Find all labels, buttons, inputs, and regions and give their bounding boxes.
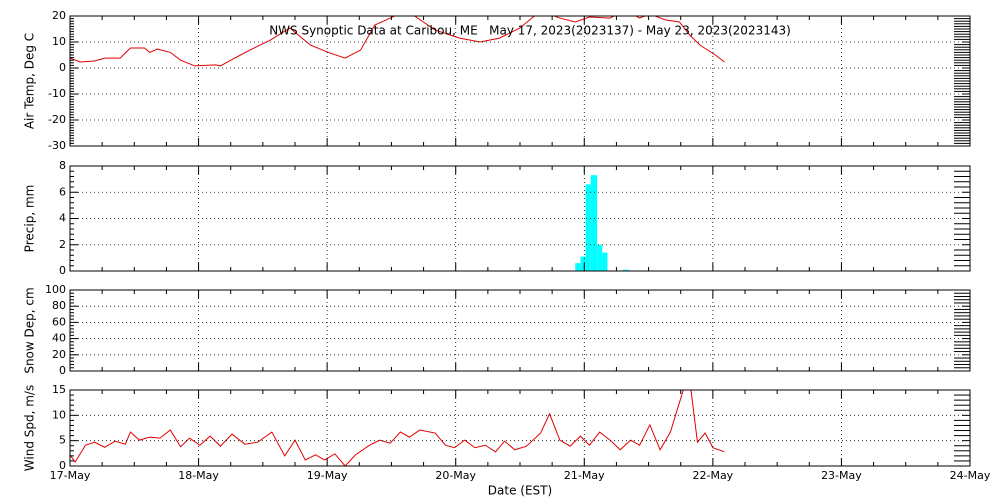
- y-tick-label: 8: [59, 159, 66, 172]
- y-axis-label: Air Temp, Deg C: [23, 33, 37, 129]
- plot-frame: [69, 15, 971, 147]
- bar: [602, 252, 608, 271]
- y-tick-label: 0: [59, 61, 66, 74]
- y-tick-label: 100: [45, 283, 66, 296]
- panel: [70, 16, 725, 67]
- y-axis-label: Wind Spd, m/s: [23, 385, 37, 471]
- bar: [585, 184, 591, 271]
- bar: [575, 263, 581, 271]
- x-tick-label: 23-May: [821, 469, 862, 482]
- y-tick-label: 0: [59, 459, 66, 472]
- y-tick-label: 4: [59, 212, 66, 225]
- y-tick-label: -30: [48, 139, 66, 152]
- y-tick-label: 10: [52, 35, 66, 48]
- y-tick-label: 80: [52, 299, 66, 312]
- panel: [575, 175, 630, 271]
- y-tick-label: 60: [52, 315, 66, 328]
- x-tick-label: 22-May: [692, 469, 733, 482]
- y-axis-label: Snow Dep, cm: [23, 287, 37, 373]
- data-line: [70, 16, 725, 67]
- plot-frame: [69, 165, 971, 272]
- y-tick-label: 15: [52, 383, 66, 396]
- x-tick-label: 18-May: [178, 469, 219, 482]
- y-tick-label: 0: [59, 264, 66, 277]
- bar: [580, 256, 586, 271]
- x-tick-label: 20-May: [435, 469, 476, 482]
- chart-title: NWS Synoptic Data at Caribou, ME May 17,…: [269, 24, 791, 38]
- plot-frame: [69, 289, 971, 372]
- y-tick-label: 20: [52, 348, 66, 361]
- y-tick-label: 0: [59, 364, 66, 377]
- plot-frame: [69, 389, 971, 467]
- bar: [622, 269, 630, 271]
- x-axis-label: Date (EST): [488, 484, 552, 498]
- y-tick-label: -10: [48, 87, 66, 100]
- bar: [590, 175, 598, 271]
- y-tick-label: 5: [59, 434, 66, 447]
- x-tick-label: 21-May: [564, 469, 605, 482]
- x-tick-label: 24-May: [950, 469, 991, 482]
- data-line: [70, 390, 725, 466]
- y-tick-label: 10: [52, 408, 66, 421]
- y-tick-label: -20: [48, 113, 66, 126]
- x-tick-label: 17-May: [50, 469, 91, 482]
- y-tick-label: 6: [59, 185, 66, 198]
- y-tick-label: 2: [59, 238, 66, 251]
- y-tick-label: 20: [52, 9, 66, 22]
- x-tick-label: 19-May: [307, 469, 348, 482]
- y-tick-label: 40: [52, 332, 66, 345]
- y-axis-label: Precip, mm: [23, 185, 37, 253]
- bar: [597, 244, 603, 271]
- panel: [70, 390, 725, 466]
